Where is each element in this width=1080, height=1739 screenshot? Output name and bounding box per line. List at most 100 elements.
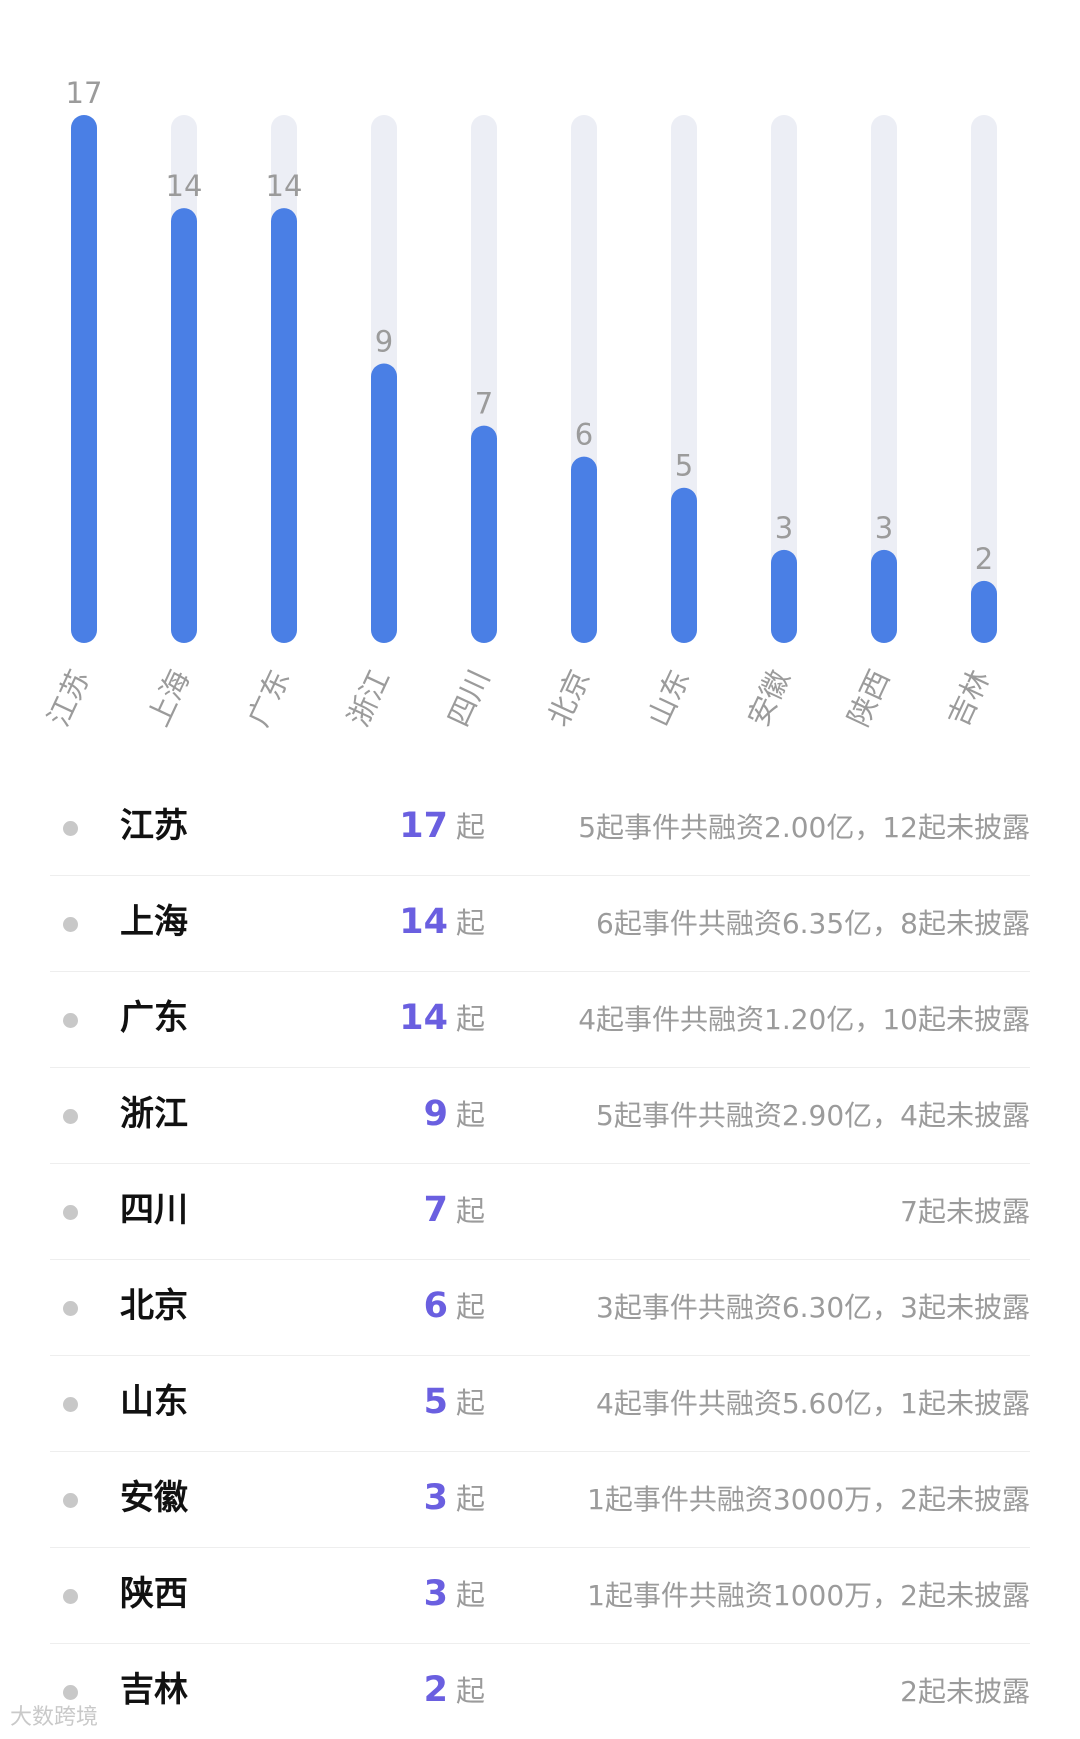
category-label-8: 安徽 (741, 665, 796, 732)
value-label-6: 6 (575, 418, 593, 452)
province-name: 上海 (120, 902, 188, 942)
bar-track-8 (771, 115, 797, 643)
province-name: 吉林 (120, 1670, 188, 1710)
province-name: 江苏 (120, 806, 188, 846)
province-name: 广东 (120, 998, 188, 1038)
count-unit: 起 (455, 810, 485, 844)
count-unit: 起 (455, 1194, 485, 1228)
count-unit: 起 (455, 906, 485, 940)
bar-4 (371, 363, 397, 643)
value-label-1: 17 (66, 76, 103, 110)
bullet-dot (63, 1301, 78, 1316)
province-row: 江苏 17 起 5起事件共融资2.00亿，12起未披露 (50, 780, 1030, 876)
count-number: 7 (423, 1190, 448, 1230)
province-row: 广东 14 起 4起事件共融资1.20亿，10起未披露 (50, 972, 1030, 1068)
event-count: 14 起 (290, 996, 485, 1046)
bullet-dot (63, 1685, 78, 1700)
category-label-9: 陕西 (841, 665, 896, 732)
province-name: 浙江 (120, 1094, 188, 1134)
province-row: 吉林 2 起 2起未披露 (50, 1644, 1030, 1739)
category-label-1: 江苏 (41, 665, 96, 732)
value-label-8: 3 (775, 511, 793, 545)
count-number: 17 (399, 806, 448, 846)
bar-6 (571, 456, 597, 643)
province-row: 安徽 3 起 1起事件共融资3000万，2起未披露 (50, 1452, 1030, 1548)
bullet-dot (63, 1205, 78, 1220)
province-row: 浙江 9 起 5起事件共融资2.90亿，4起未披露 (50, 1068, 1030, 1164)
bullet-dot (63, 1109, 78, 1124)
category-label-2: 上海 (141, 665, 196, 732)
bar-3 (271, 208, 297, 644)
bullet-dot (63, 1013, 78, 1028)
province-name: 安徽 (120, 1478, 188, 1518)
bar-9 (871, 549, 897, 643)
value-label-5: 7 (475, 387, 493, 421)
funding-description: 6起事件共融资6.35亿，8起未披露 (596, 907, 1030, 940)
bullet-dot (63, 1493, 78, 1508)
bar-7 (671, 487, 697, 643)
watermark: 大数跨境 (10, 1705, 99, 1730)
count-number: 6 (423, 1286, 448, 1326)
funding-description: 1起事件共融资3000万，2起未披露 (587, 1483, 1030, 1516)
province-name: 北京 (120, 1286, 188, 1326)
value-label-3: 14 (266, 169, 303, 203)
funding-description: 4起事件共融资5.60亿，1起未披露 (596, 1387, 1030, 1420)
funding-description: 5起事件共融资2.00亿，12起未披露 (578, 811, 1030, 844)
category-label-5: 四川 (441, 665, 496, 732)
funding-description: 2起未披露 (900, 1675, 1030, 1708)
province-row: 上海 14 起 6起事件共融资6.35亿，8起未披露 (50, 876, 1030, 972)
bar-track-10 (971, 115, 997, 643)
province-row: 山东 5 起 4起事件共融资5.60亿，1起未披露 (50, 1356, 1030, 1452)
province-row: 北京 6 起 3起事件共融资6.30亿，3起未披露 (50, 1260, 1030, 1356)
funding-description: 3起事件共融资6.30亿，3起未披露 (596, 1291, 1030, 1324)
province-name: 山东 (120, 1382, 188, 1422)
category-label-3: 广东 (241, 665, 296, 732)
province-name: 陕西 (120, 1574, 188, 1614)
category-label-10: 吉林 (941, 665, 996, 732)
count-number: 2 (423, 1670, 448, 1710)
province-name: 四川 (120, 1190, 188, 1230)
bar-chart: 17 江苏 14 上海 14 广东 9 浙江 7 四川 6 北京 5 山东 3 安徽 3 陕西 2 吉林 (41, 76, 997, 732)
funding-description: 4起事件共融资1.20亿，10起未披露 (578, 1003, 1030, 1036)
value-label-2: 14 (166, 169, 203, 203)
bars-group (71, 115, 997, 644)
category-label-4: 浙江 (341, 665, 396, 732)
funding-description: 5起事件共融资2.90亿，4起未披露 (596, 1099, 1030, 1132)
count-number: 9 (423, 1094, 448, 1134)
count-unit: 起 (455, 1578, 485, 1612)
count-number: 5 (423, 1382, 448, 1422)
count-number: 3 (423, 1574, 448, 1614)
count-unit: 起 (455, 1098, 485, 1132)
bar-5 (471, 425, 497, 643)
value-label-4: 9 (375, 324, 393, 358)
count-unit: 起 (455, 1002, 485, 1036)
funding-description: 1起事件共融资1000万，2起未披露 (587, 1579, 1030, 1612)
bar-2 (171, 208, 197, 644)
bar-10 (971, 580, 997, 643)
bar-8 (771, 549, 797, 643)
category-label-6: 北京 (541, 665, 596, 732)
count-number: 3 (423, 1478, 448, 1518)
count-number: 14 (399, 998, 448, 1038)
count-number: 14 (399, 902, 448, 942)
bullet-dot (63, 1589, 78, 1604)
province-list: 江苏 17 起 5起事件共融资2.00亿，12起未披露 上海 14 起 6起事件共融资6.35… (50, 780, 1030, 1739)
bar-1 (71, 115, 97, 643)
bullet-dot (63, 821, 78, 836)
count-unit: 起 (455, 1290, 485, 1324)
bar-track-9 (871, 115, 897, 643)
province-row: 陕西 3 起 1起事件共融资1000万，2起未披露 (50, 1548, 1030, 1644)
category-label-7: 山东 (641, 665, 696, 732)
funding-description: 7起未披露 (900, 1195, 1030, 1228)
count-unit: 起 (455, 1482, 485, 1516)
count-unit: 起 (455, 1674, 485, 1708)
event-count: 17 起 (290, 804, 485, 854)
province-row: 四川 7 起 7起未披露 (50, 1164, 1030, 1260)
